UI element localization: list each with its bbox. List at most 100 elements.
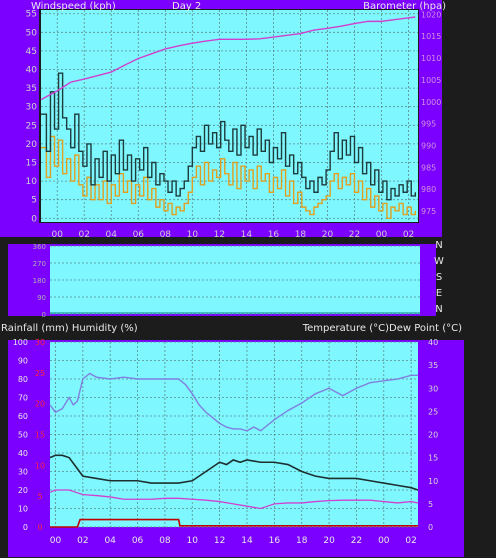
direction-y-tick-label: 90 — [37, 294, 46, 302]
humidity-y-tick-label: 70 — [18, 394, 28, 403]
temp-x-tick-label: 10 — [187, 536, 199, 546]
wind-y-tick-label: 45 — [26, 47, 37, 57]
wind-x-tick-label: 04 — [106, 230, 118, 240]
barometer-axis-label: Barometer (hpa) — [363, 1, 446, 12]
humidity-y-tick-label: 60 — [18, 412, 28, 421]
wind-bottom-strip — [0, 223, 442, 237]
wind-y-tick-label: 15 — [26, 158, 37, 168]
rain-humidity-axis-label: Rainfall (mm) Humidity (%) — [1, 323, 138, 334]
temp-x-tick-label: 00 — [50, 536, 62, 546]
temp-x-tick-label: 04 — [104, 536, 116, 546]
temp-x-tick-label: 20 — [323, 536, 335, 546]
wind-y-tick-label: 5 — [31, 196, 37, 206]
wind-y-tick-label: 20 — [26, 140, 38, 150]
rainfall-y-tick-label: 25 — [35, 369, 45, 378]
temperature-y-tick-label: 20 — [428, 431, 438, 440]
wind-y-tick-label: 55 — [26, 10, 37, 20]
wind-gust-line — [41, 72, 416, 201]
temp-x-tick-label: 22 — [351, 536, 362, 546]
wind-y-tick-label: 25 — [26, 121, 37, 131]
temp-x-tick-label: 14 — [241, 536, 253, 546]
rainfall-y-tick-label: 5 — [37, 492, 42, 501]
wind-average-line — [41, 135, 416, 219]
temperature-y-tick-label: 30 — [428, 384, 438, 393]
humidity-y-tick-label: 20 — [18, 486, 28, 495]
dew-point-line — [49, 489, 419, 510]
temperature-line — [49, 454, 419, 491]
baro-y-tick-label: 1005 — [421, 76, 441, 85]
humidity-y-tick-label: 0 — [23, 523, 28, 532]
temperature-y-tick-label: 5 — [428, 500, 433, 509]
rainfall-y-tick-label: 10 — [35, 461, 45, 470]
wind-x-tick-label: 02 — [403, 230, 414, 240]
wind-y-tick-label: 40 — [26, 66, 38, 76]
humidity-line — [49, 372, 418, 432]
baro-y-tick-label: 990 — [421, 142, 436, 151]
temp-x-tick-label: 08 — [159, 536, 171, 546]
wind-x-tick-label: 18 — [295, 230, 307, 240]
wind-x-tick-label: 08 — [160, 230, 172, 240]
wind-left-panel — [0, 0, 39, 237]
temp-x-tick-label: 12 — [214, 536, 225, 546]
rainfall-y-tick-label: 0 — [37, 523, 42, 532]
temp-x-tick-label: 00 — [378, 536, 390, 546]
wind-x-tick-label: 16 — [268, 230, 280, 240]
baro-y-tick-label: 980 — [421, 185, 436, 194]
wind-x-tick-label: 20 — [322, 230, 334, 240]
temperature-y-tick-label: 15 — [428, 454, 438, 463]
baro-y-tick-label: 975 — [421, 207, 436, 216]
chart-title: Day 2 — [172, 1, 201, 12]
compass-label: N — [435, 240, 442, 251]
humidity-y-tick-label: 30 — [18, 468, 28, 477]
direction-y-tick-label: 360 — [33, 243, 46, 251]
rainfall-y-tick-label: 20 — [35, 400, 45, 409]
wind-x-tick-label: 02 — [79, 230, 90, 240]
compass-label: W — [434, 256, 444, 267]
temp-x-tick-label: 02 — [405, 536, 416, 546]
temperature-y-tick-label: 25 — [428, 407, 438, 416]
rainfall-y-tick-label: 30 — [35, 338, 45, 347]
wind-right-panel — [419, 0, 442, 237]
wind-x-tick-label: 06 — [133, 230, 145, 240]
humidity-y-tick-label: 50 — [18, 431, 28, 440]
direction-y-tick-label: 180 — [33, 277, 46, 285]
wind-y-tick-label: 10 — [26, 177, 38, 187]
temp-x-tick-label: 16 — [269, 536, 281, 546]
wind-top-strip — [0, 0, 442, 9]
wind-axis-label: Windspeed (kph) — [31, 1, 116, 12]
humidity-y-tick-label: 90 — [18, 357, 28, 366]
wind-x-tick-label: 00 — [51, 230, 63, 240]
wind-x-tick-label: 14 — [241, 230, 253, 240]
rainfall-line — [50, 518, 418, 528]
baro-y-tick-label: 1020 — [421, 10, 441, 19]
direction-y-tick-label: 0 — [42, 311, 46, 319]
baro-y-tick-label: 985 — [421, 163, 436, 172]
wind-x-tick-label: 22 — [349, 230, 360, 240]
wind-x-tick-label: 00 — [376, 230, 388, 240]
rainfall-y-tick-label: 15 — [35, 431, 45, 440]
wind-y-tick-label: 50 — [26, 28, 38, 38]
baro-y-tick-label: 1015 — [421, 32, 441, 41]
temp-dew-axis-label: Temperature (°C)Dew Point (°C) — [302, 323, 462, 334]
wind-y-tick-label: 35 — [26, 84, 37, 94]
humidity-y-tick-label: 80 — [18, 375, 28, 384]
baro-y-tick-label: 1010 — [421, 54, 441, 63]
temp-x-tick-label: 18 — [296, 536, 308, 546]
temperature-y-tick-label: 35 — [428, 361, 438, 370]
temp-x-tick-label: 06 — [132, 536, 144, 546]
temperature-y-tick-label: 40 — [428, 338, 438, 347]
compass-label: E — [436, 288, 442, 299]
humidity-y-tick-label: 10 — [18, 505, 28, 514]
humidity-y-tick-label: 100 — [13, 338, 28, 347]
wind-y-tick-label: 0 — [31, 214, 37, 224]
temp-x-tick-label: 02 — [77, 536, 88, 546]
direction-y-tick-label: 270 — [33, 260, 46, 268]
compass-label: N — [435, 304, 442, 315]
wind-y-tick-label: 30 — [26, 103, 38, 113]
wind-plot-area — [41, 10, 418, 222]
compass-label: S — [436, 272, 442, 283]
temperature-y-tick-label: 0 — [428, 523, 433, 532]
wind-x-tick-label: 12 — [214, 230, 225, 240]
